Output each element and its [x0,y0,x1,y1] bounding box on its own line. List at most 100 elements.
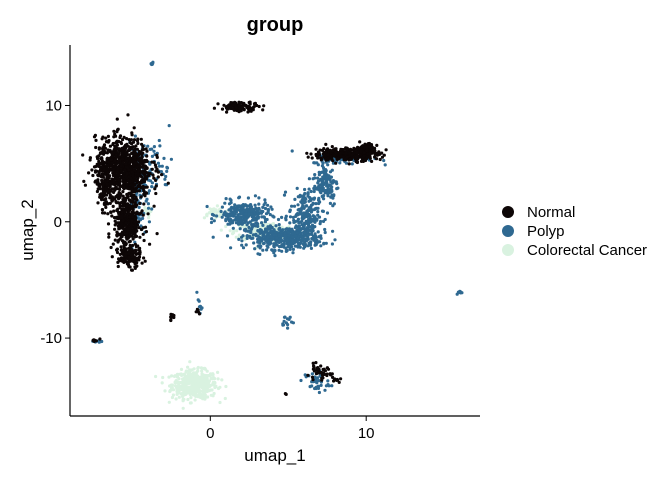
data-point [305,226,309,230]
data-point [326,163,330,167]
data-point [125,183,129,187]
data-point [224,384,228,389]
data-point [316,206,320,210]
data-point [144,159,148,163]
data-point [111,141,115,146]
data-point [460,291,464,295]
data-point [264,239,268,243]
data-point [237,100,241,104]
data-point [284,216,288,220]
data-point [100,172,104,176]
data-point [128,179,132,184]
data-point [213,381,217,385]
data-point [118,135,122,140]
data-point [262,104,266,108]
data-point [196,365,200,370]
data-point [145,154,149,158]
data-point [112,148,116,152]
data-point [334,147,338,151]
data-point [129,147,133,151]
data-point [211,235,215,239]
data-point [251,106,255,110]
data-point [322,171,326,175]
data-point [283,234,287,238]
data-point [325,184,329,188]
data-point [117,147,121,151]
data-point [94,145,98,150]
data-point [103,211,107,215]
data-point [185,390,189,394]
data-point [301,215,305,219]
data-point [106,171,110,175]
data-point [319,171,323,175]
y-axis-title: umap_2 [18,199,37,260]
data-point [102,168,106,172]
data-point [218,213,222,217]
data-point [104,136,108,140]
data-point [209,220,214,225]
data-point [226,222,230,226]
data-point [266,210,270,214]
data-point [154,184,158,188]
data-point [350,153,354,157]
data-point [316,366,320,370]
data-point [257,239,261,243]
data-point [345,155,349,159]
data-point [152,145,156,149]
data-point [303,373,307,377]
data-point [317,184,321,188]
data-point [319,156,323,160]
data-point [240,210,244,214]
data-point [314,147,318,151]
data-point [188,390,192,395]
data-point [264,228,268,232]
data-point [326,187,330,191]
data-point [220,378,224,382]
data-point [331,196,335,200]
data-point [135,139,140,143]
data-point [248,107,252,112]
data-point [90,168,94,172]
data-point [309,198,313,202]
data-point [280,225,284,229]
data-point [114,153,118,157]
data-point [165,165,169,169]
data-point [150,147,154,151]
data-point [457,290,461,294]
data-point [260,221,264,225]
data-point [296,195,300,199]
data-point [127,265,131,269]
data-point [276,217,281,222]
data-point [113,238,117,242]
data-point [131,243,135,248]
data-point [108,196,112,200]
data-point [104,200,108,204]
data-point [122,135,126,139]
data-point [107,167,111,171]
data-point [312,196,317,200]
data-point [240,239,244,243]
data-point [228,229,232,233]
data-point [309,189,313,194]
data-point [87,171,91,175]
data-point [320,180,324,184]
data-point [216,377,220,381]
data-point [304,238,308,242]
data-point [332,193,336,197]
data-point [149,62,153,66]
data-point [302,224,306,228]
data-point [81,153,85,157]
data-point [298,212,303,216]
data-point [314,242,318,246]
data-point [317,379,321,383]
data-point [218,385,222,389]
data-point [88,158,92,162]
data-point [229,246,233,250]
data-point [281,322,285,326]
data-point [174,397,178,401]
data-point [138,164,142,168]
data-point [303,244,307,248]
data-point [129,138,133,142]
legend-item: Colorectal Cancer [502,242,647,259]
legend-swatch [502,206,514,218]
